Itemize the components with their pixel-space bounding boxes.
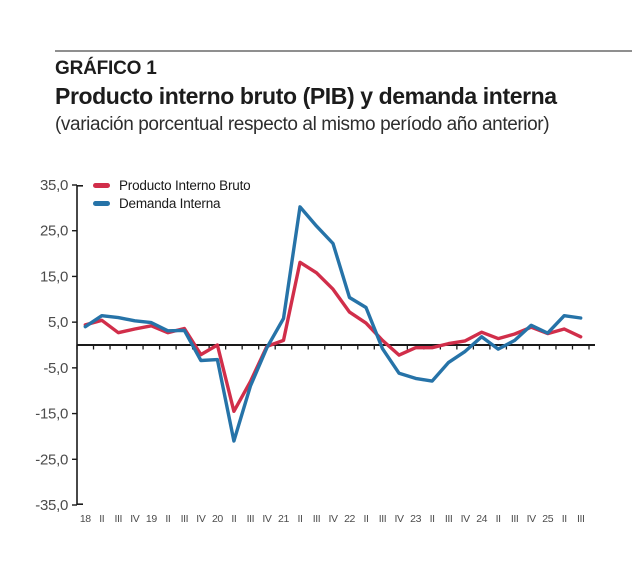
x-axis-label: II [430, 513, 435, 525]
x-axis-label: IV [196, 513, 206, 525]
x-axis-label: 25 [542, 513, 553, 525]
x-axis-label: III [379, 513, 387, 525]
chart-subtitle: (variación porcentual respecto al mismo … [55, 114, 550, 135]
x-axis-label: II [496, 513, 501, 525]
y-axis-label: -35,0 [35, 497, 68, 514]
x-axis-label: II [297, 513, 302, 525]
top-divider [55, 50, 632, 52]
x-axis-label: III [511, 513, 519, 525]
x-axis-label: 22 [344, 513, 355, 525]
demanda-line-swatch-icon [93, 201, 110, 206]
pib-line-swatch-icon [93, 183, 110, 188]
x-axis-label: III [313, 513, 321, 525]
demanda-interna-line [83, 205, 583, 443]
chart-legend: Producto Interno Bruto Demanda Interna [93, 178, 251, 211]
x-axis-label: III [115, 513, 123, 525]
x-axis-label: II [231, 513, 236, 525]
legend-label-pib: Producto Interno Bruto [119, 178, 251, 193]
y-axis-label: -5,0 [43, 360, 68, 377]
x-axis-label: II [364, 513, 369, 525]
y-axis-label: -25,0 [35, 451, 68, 468]
y-axis-label: -15,0 [35, 406, 68, 423]
y-axis-label: 15,0 [40, 268, 68, 285]
legend-item-pib: Producto Interno Bruto [93, 178, 251, 193]
x-axis-label: 21 [278, 513, 289, 525]
pib-line [83, 260, 583, 414]
x-axis-label: IV [395, 513, 405, 525]
y-axis-label: 25,0 [40, 223, 68, 240]
x-axis-label: IV [527, 513, 537, 525]
figure-label: GRÁFICO 1 [55, 58, 157, 79]
x-axis-label: II [99, 513, 104, 525]
x-axis-label: III [181, 513, 189, 525]
x-axis-label: III [445, 513, 453, 525]
x-axis-label: IV [461, 513, 471, 525]
x-axis-label: III [577, 513, 585, 525]
x-axis-label: 24 [476, 513, 487, 525]
x-axis-label: III [247, 513, 255, 525]
legend-label-demanda: Demanda Interna [119, 196, 221, 211]
x-axis-label: 20 [212, 513, 223, 525]
x-axis-label: II [165, 513, 170, 525]
x-axis-label: IV [262, 513, 272, 525]
y-axis-label: 5,0 [48, 314, 68, 331]
chart-title: Producto interno bruto (PIB) y demanda i… [55, 83, 557, 109]
legend-item-demanda: Demanda Interna [93, 196, 250, 211]
chart-area: 35,0 25,0 15,0 5,0 -5,0 -15,0 -25,0 -35,0 18 II II… [27, 172, 637, 572]
x-axis-label: IV [130, 513, 140, 525]
x-axis-label: 18 [80, 513, 91, 525]
x-axis-label: IV [328, 513, 338, 525]
y-axis-label: 35,0 [40, 177, 68, 194]
x-axis-label: II [562, 513, 567, 525]
line-chart: 35,025,015,05,0-5,0-15,0-25,0-35,018 II II… [35, 177, 595, 525]
x-axis-label: 23 [410, 513, 421, 525]
x-axis-label: 19 [146, 513, 157, 525]
